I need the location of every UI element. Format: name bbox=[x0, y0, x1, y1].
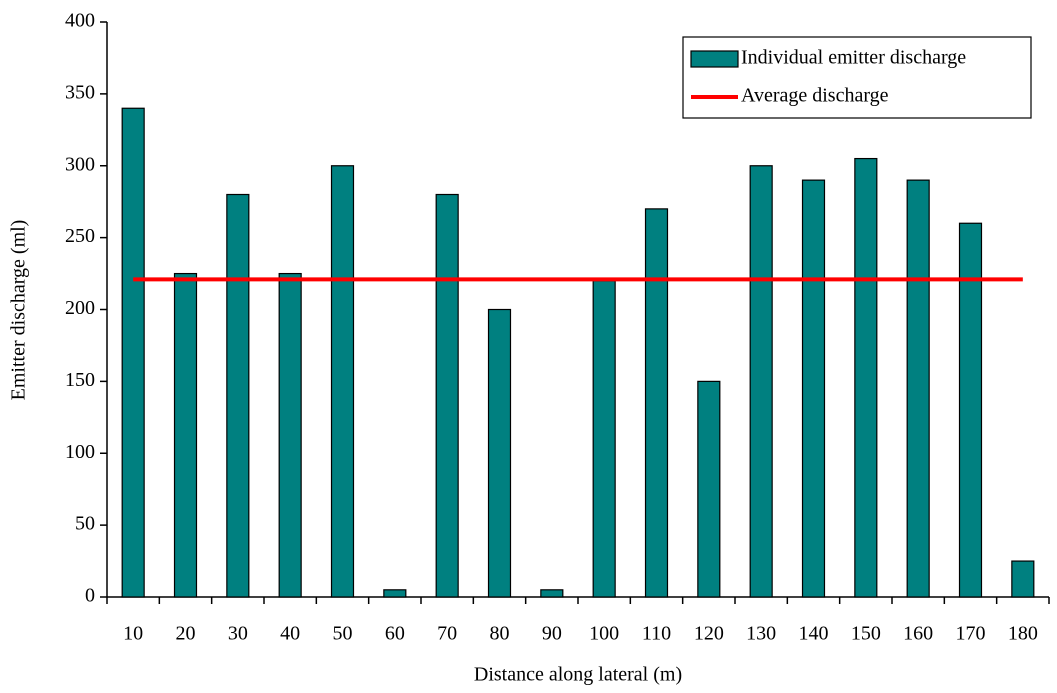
x-tick-label: 50 bbox=[333, 623, 353, 645]
y-tick-label: 150 bbox=[65, 369, 95, 391]
x-tick-label: 90 bbox=[542, 623, 562, 645]
bar bbox=[540, 589, 564, 598]
x-tick-label: 140 bbox=[799, 623, 829, 645]
x-tick-label: 70 bbox=[437, 623, 457, 645]
bar bbox=[226, 193, 250, 598]
bar bbox=[697, 380, 721, 598]
y-tick-label: 300 bbox=[65, 153, 95, 175]
bar bbox=[592, 280, 616, 598]
y-tick-label: 0 bbox=[85, 585, 95, 607]
bar bbox=[644, 208, 669, 598]
x-tick-label: 60 bbox=[385, 623, 405, 645]
y-axis-label: Emitter discharge (ml) bbox=[8, 220, 30, 401]
legend-box bbox=[682, 36, 1032, 119]
legend-label: Average discharge bbox=[741, 85, 889, 107]
bar bbox=[330, 165, 355, 598]
y-tick-label: 350 bbox=[65, 81, 95, 103]
bar bbox=[906, 179, 930, 598]
y-tick-label: 250 bbox=[65, 225, 95, 247]
bar bbox=[278, 272, 302, 598]
x-tick-label: 80 bbox=[490, 623, 510, 645]
bar bbox=[121, 107, 145, 598]
legend-swatch bbox=[690, 50, 739, 68]
x-tick-label: 180 bbox=[1008, 623, 1038, 645]
bar bbox=[487, 308, 512, 598]
x-axis-label: Distance along lateral (m) bbox=[474, 664, 682, 686]
bar bbox=[854, 157, 878, 598]
y-tick-label: 50 bbox=[75, 513, 95, 535]
x-tick-label: 30 bbox=[228, 623, 248, 645]
x-tick-label: 10 bbox=[123, 623, 143, 645]
bar bbox=[383, 589, 407, 598]
x-tick-label: 160 bbox=[903, 623, 933, 645]
x-tick-label: 100 bbox=[589, 623, 619, 645]
x-tick-label: 150 bbox=[851, 623, 881, 645]
x-tick-label: 170 bbox=[956, 623, 986, 645]
x-tick-label: 20 bbox=[176, 623, 196, 645]
bar bbox=[801, 179, 826, 598]
x-tick-label: 130 bbox=[746, 623, 776, 645]
y-tick-label: 200 bbox=[65, 297, 95, 319]
y-tick-label: 100 bbox=[65, 441, 95, 463]
bar bbox=[1011, 560, 1035, 598]
legend-label: Individual emitter discharge bbox=[741, 47, 966, 69]
bar bbox=[958, 222, 983, 598]
x-tick-label: 40 bbox=[280, 623, 300, 645]
x-tick-label: 110 bbox=[642, 623, 671, 645]
x-tick-label: 120 bbox=[694, 623, 724, 645]
bar bbox=[173, 272, 198, 598]
bar bbox=[749, 165, 773, 598]
y-tick-label: 400 bbox=[65, 10, 95, 32]
bar bbox=[435, 193, 459, 598]
